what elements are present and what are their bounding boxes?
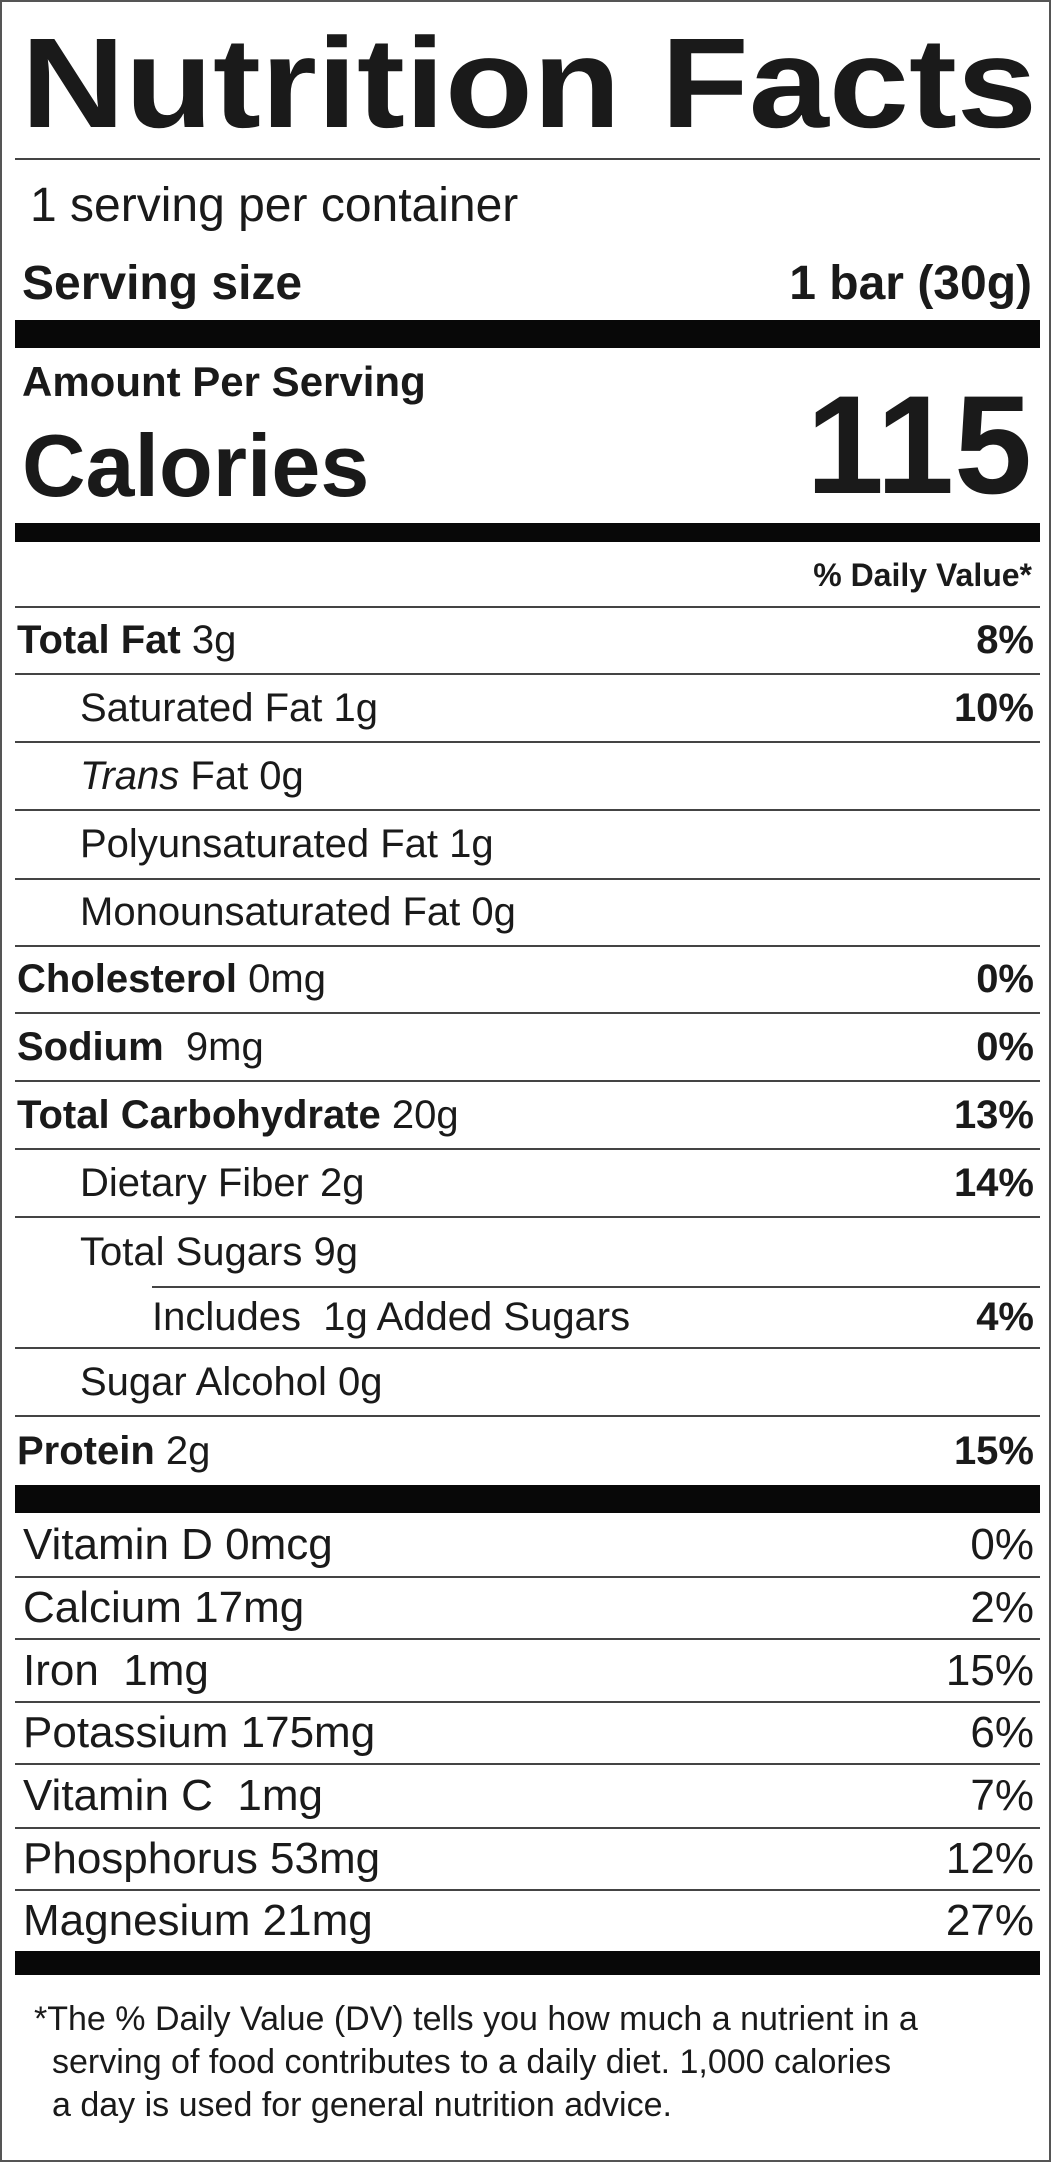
nutrient-label: Protein 2g — [15, 1429, 210, 1474]
daily-value-percent: 14% — [953, 1160, 1034, 1205]
serving-size-label: Serving size — [22, 257, 303, 310]
divider — [15, 606, 1040, 608]
nutrient-row: Protein 2g 15% — [15, 1417, 1040, 1485]
vitamin-label: Vitamin C 1mg — [23, 1771, 323, 1820]
nutrient-label: Trans Fat 0g — [15, 754, 304, 799]
nutrient-amount: 20g — [380, 1092, 459, 1137]
nutrient-row: Sugar Alcohol 0g — [15, 1349, 1040, 1417]
footnote-line: serving of food contributes to a daily d… — [52, 2043, 892, 2081]
nutrient-row: Trans Fat 0g — [15, 743, 1040, 811]
vitamin-row: Phosphorus 53mg 12% — [15, 1829, 1040, 1891]
nutrient-name: Trans — [80, 753, 180, 798]
calories-value: 115 — [806, 366, 1032, 523]
calories-label: Calories — [22, 416, 370, 515]
daily-value-header: % Daily Value* — [813, 557, 1032, 593]
nutrient-label: Polyunsaturated Fat 1g — [80, 822, 494, 866]
daily-value-percent: 0% — [976, 957, 1034, 1001]
nutrient-amount: 0mg — [237, 957, 326, 1001]
divider — [152, 1286, 1040, 1288]
nutrient-amount: 2g — [154, 1428, 211, 1473]
daily-value-percent: 12% — [945, 1834, 1034, 1883]
vitamin-row: Vitamin C 1mg 7% — [15, 1765, 1040, 1829]
nutrient-label: Sugar Alcohol 0g — [80, 1359, 383, 1404]
vitamin-label: Calcium 17mg — [23, 1583, 305, 1632]
nutrient-label: Includes 1g Added Sugars — [152, 1294, 631, 1339]
daily-value-percent: 6% — [970, 1708, 1034, 1757]
footnote-line: *The % Daily Value (DV) tells you how mu… — [34, 2000, 918, 2038]
daily-value-percent: 10% — [953, 685, 1034, 730]
serving-size-value: 1 bar (30g) — [789, 257, 1032, 310]
vitamin-row: Calcium 17mg 2% — [15, 1578, 1040, 1640]
nutrient-name: Cholesterol — [17, 957, 238, 1001]
vitamin-label: Potassium 175mg — [23, 1708, 376, 1757]
daily-value-percent: 2% — [970, 1583, 1034, 1632]
nutrient-amount: 3g — [180, 618, 237, 662]
daily-value-percent: 15% — [945, 1645, 1034, 1695]
nutrient-name: Protein — [17, 1428, 155, 1473]
daily-value-percent: 4% — [976, 1294, 1034, 1339]
nutrient-row: Total Sugars 9g — [15, 1218, 1040, 1287]
vitamin-label: Magnesium 21mg — [23, 1896, 373, 1945]
title-svg: Nutrition Facts — [21, 12, 1037, 150]
nutrient-name: Total Fat — [17, 618, 181, 662]
nutrient-label: Total Carbohydrate 20g — [15, 1093, 459, 1138]
vitamin-row: Vitamin D 0mcg 0% — [15, 1513, 1040, 1578]
vitamin-row: Iron 1mg 15% — [15, 1640, 1040, 1703]
nutrient-name: Total Carbohydrate — [17, 1092, 381, 1137]
nutrient-row: Total Carbohydrate 20g 13% — [15, 1082, 1040, 1150]
daily-value-percent: 15% — [953, 1428, 1034, 1473]
nutrient-row: Includes 1g Added Sugars 4% — [15, 1287, 1040, 1349]
footnote-line: a day is used for general nutrition advi… — [52, 2086, 672, 2124]
nutrient-label: Monounsaturated Fat 0g — [80, 890, 516, 934]
nutrient-row: Cholesterol 0mg 0% — [15, 947, 1040, 1014]
vitamin-row: Magnesium 21mg 27% — [15, 1891, 1040, 1951]
daily-value-percent: 0% — [970, 1519, 1034, 1569]
nutrient-label: Sodium 9mg — [15, 1025, 264, 1070]
daily-value-percent: 0% — [976, 1024, 1034, 1069]
amount-per-serving: Amount Per Serving — [22, 358, 426, 405]
servings-per-container: 1 serving per container — [30, 179, 519, 232]
vitamin-row: Potassium 175mg 6% — [15, 1703, 1040, 1765]
nutrient-label: Saturated Fat 1g — [80, 685, 378, 730]
nutrient-row: Dietary Fiber 2g 14% — [15, 1150, 1040, 1218]
divider — [15, 158, 1040, 160]
nutrient-row: Sodium 9mg 0% — [15, 1014, 1040, 1082]
nutrient-label: Total Fat 3g — [15, 618, 236, 663]
nutrient-label: Cholesterol 0mg — [15, 957, 326, 1002]
nutrient-label: Total Sugars 9g — [80, 1230, 358, 1274]
daily-value-percent: 13% — [953, 1092, 1034, 1137]
nutrient-name: Sodium — [17, 1024, 164, 1069]
thick-divider — [15, 1951, 1040, 1975]
thick-divider — [15, 1485, 1040, 1513]
thick-divider — [15, 320, 1040, 348]
label-title: Nutrition Facts — [21, 12, 1037, 150]
nutrient-row: Monounsaturated Fat 0g — [15, 880, 1040, 947]
vitamin-label: Phosphorus 53mg — [23, 1834, 381, 1883]
daily-value-percent: 8% — [976, 618, 1034, 662]
thick-divider — [15, 523, 1040, 542]
nutrient-row: Saturated Fat 1g 10% — [15, 675, 1040, 743]
nutrient-label: Dietary Fiber 2g — [80, 1160, 365, 1205]
nutrient-amount: 9mg — [163, 1024, 264, 1069]
nutrient-amount: Fat 0g — [179, 753, 304, 798]
daily-value-percent: 7% — [970, 1771, 1034, 1820]
nutrient-row: Polyunsaturated Fat 1g — [15, 811, 1040, 880]
nutrient-row: Total Fat 3g 8% — [15, 608, 1040, 675]
vitamin-label: Iron 1mg — [23, 1645, 209, 1695]
vitamin-label: Vitamin D 0mcg — [23, 1519, 333, 1569]
daily-value-percent: 27% — [945, 1896, 1034, 1945]
